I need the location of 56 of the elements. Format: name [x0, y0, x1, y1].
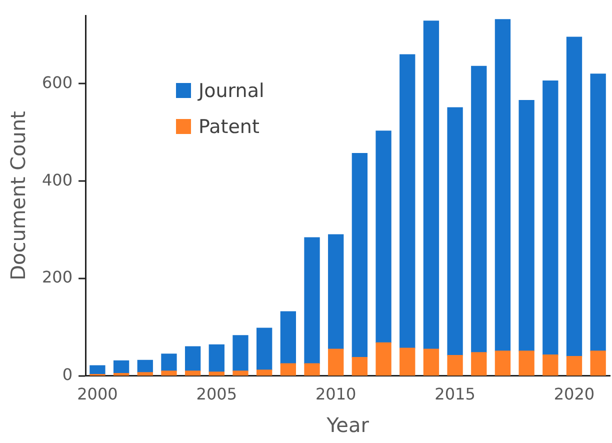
bar	[161, 354, 177, 372]
bar	[471, 66, 487, 353]
y-tick-label: 600	[42, 72, 73, 92]
bar	[90, 365, 106, 375]
x-tick-label: 2000	[77, 384, 118, 404]
bar	[137, 372, 153, 376]
bar	[256, 370, 272, 376]
bar	[161, 370, 177, 376]
bar	[352, 356, 368, 376]
bar	[400, 348, 416, 376]
legend-label: Journal	[198, 80, 264, 102]
bar	[328, 234, 344, 350]
bar	[113, 360, 130, 374]
bar	[518, 350, 534, 376]
bar	[590, 74, 606, 352]
bar	[208, 344, 224, 372]
bar	[423, 348, 440, 376]
bar	[566, 36, 582, 357]
bar	[542, 354, 558, 376]
y-tick-label: 200	[42, 268, 73, 287]
bar	[518, 100, 534, 352]
bar	[304, 237, 320, 364]
x-tick-label: 2015	[434, 384, 476, 404]
bar	[184, 370, 201, 376]
bar	[494, 19, 511, 352]
bar	[494, 350, 511, 376]
bar	[590, 350, 606, 376]
y-tick-label: 0	[62, 364, 73, 384]
bar	[376, 130, 392, 344]
bar	[137, 360, 153, 373]
bar	[232, 335, 248, 372]
bar	[400, 54, 416, 348]
bar	[447, 355, 463, 376]
x-tick-label: 2005	[196, 384, 238, 404]
bar	[113, 373, 130, 376]
bar	[471, 352, 487, 376]
bar	[184, 346, 201, 372]
x-axis-title: Year	[326, 413, 370, 438]
bar	[376, 342, 392, 376]
bar	[280, 363, 296, 376]
bar	[566, 356, 582, 376]
bar	[208, 372, 224, 376]
bar	[304, 363, 320, 376]
x-tick-label: 2010	[315, 384, 356, 404]
bar	[542, 80, 558, 356]
y-axis-title: Document Count	[6, 110, 30, 280]
x-tick-label: 2020	[554, 384, 595, 404]
bar	[423, 20, 440, 350]
bar	[280, 311, 296, 364]
bar	[256, 328, 272, 370]
legend-label: Patent	[198, 116, 260, 138]
bar	[232, 370, 248, 376]
bar	[447, 107, 463, 356]
y-tick-label: 400	[42, 170, 73, 190]
bar	[328, 348, 344, 376]
bar	[352, 153, 368, 358]
